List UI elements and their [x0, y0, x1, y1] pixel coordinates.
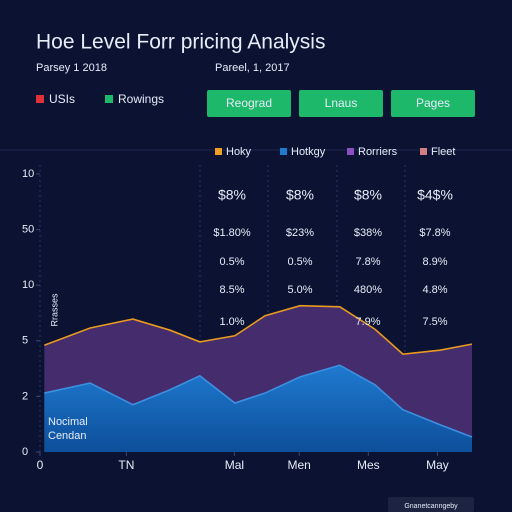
y-tick-label: 5: [22, 335, 28, 347]
x-tick-label: 0: [37, 458, 44, 472]
data-annotation: $7.8%: [419, 227, 450, 239]
footer-button-label: Gnanetcanngeby: [404, 503, 458, 510]
y-tick-label: 50: [22, 223, 34, 235]
legend-label: Fleet: [431, 146, 455, 158]
data-annotation: 480%: [354, 284, 382, 296]
area: [44, 365, 472, 452]
note: Nocimal: [48, 416, 88, 428]
data-annotation: 7.9%: [355, 316, 380, 328]
data-annotation: 8.9%: [422, 256, 447, 268]
date-label: Pareel, 1, 2017: [215, 62, 290, 74]
y-tick-label: 2: [22, 390, 28, 402]
button-label: Reograd: [226, 96, 272, 110]
legend-swatch: [420, 148, 427, 155]
data-annotation: 7.8%: [355, 256, 380, 268]
data-annotation: $8%: [354, 187, 382, 203]
button-label: Lnaus: [325, 96, 358, 110]
data-annotation: $8%: [286, 187, 314, 203]
side-label: Rrasses: [49, 293, 59, 327]
data-annotation: 7.5%: [422, 316, 447, 328]
button-label: Pages: [416, 96, 450, 110]
x-tick-label: Mes: [357, 458, 380, 472]
legend-label: Hoky: [226, 146, 252, 158]
legend-label: Hotkgy: [291, 146, 326, 158]
data-annotation: 4.8%: [422, 284, 447, 296]
y-tick-label: 10: [22, 168, 34, 180]
data-annotation: 8.5%: [219, 284, 244, 296]
toggle-swatch[interactable]: [36, 95, 44, 103]
data-annotation: $38%: [354, 227, 382, 239]
data-annotation: 0.5%: [219, 256, 244, 268]
toggle-swatch[interactable]: [105, 95, 113, 103]
x-tick-label: May: [426, 458, 449, 472]
legend-swatch: [215, 148, 222, 155]
button[interactable]: [299, 90, 383, 117]
legend-label: Rorriers: [358, 146, 398, 158]
x-tick-label: Men: [288, 458, 311, 472]
data-annotation: $4$%: [417, 187, 453, 203]
y-tick-label: 10: [22, 279, 34, 291]
data-annotation: 1.0%: [219, 316, 244, 328]
data-annotation: $23%: [286, 227, 314, 239]
data-annotation: 5.0%: [287, 284, 312, 296]
button[interactable]: [391, 90, 475, 117]
footer-button[interactable]: [388, 497, 474, 512]
note: Cendan: [48, 430, 87, 442]
button[interactable]: [207, 90, 291, 117]
area-line: [44, 304, 473, 355]
data-annotation: 0.5%: [287, 256, 312, 268]
date-label: Parsey 1 2018: [36, 62, 107, 74]
page-title: Hoe Level Forr pricing Analysis: [36, 31, 325, 54]
y-tick-label: 0: [22, 446, 28, 458]
data-annotation: $1.80%: [213, 227, 251, 239]
legend-swatch: [347, 148, 354, 155]
area-line: [44, 364, 473, 438]
toggle-label: USIs: [49, 92, 75, 106]
toggle-label: Rowings: [118, 92, 164, 106]
x-tick-label: TN: [118, 458, 134, 472]
x-tick-label: Mal: [225, 458, 244, 472]
data-annotation: $8%: [218, 187, 246, 203]
legend-swatch: [280, 148, 287, 155]
